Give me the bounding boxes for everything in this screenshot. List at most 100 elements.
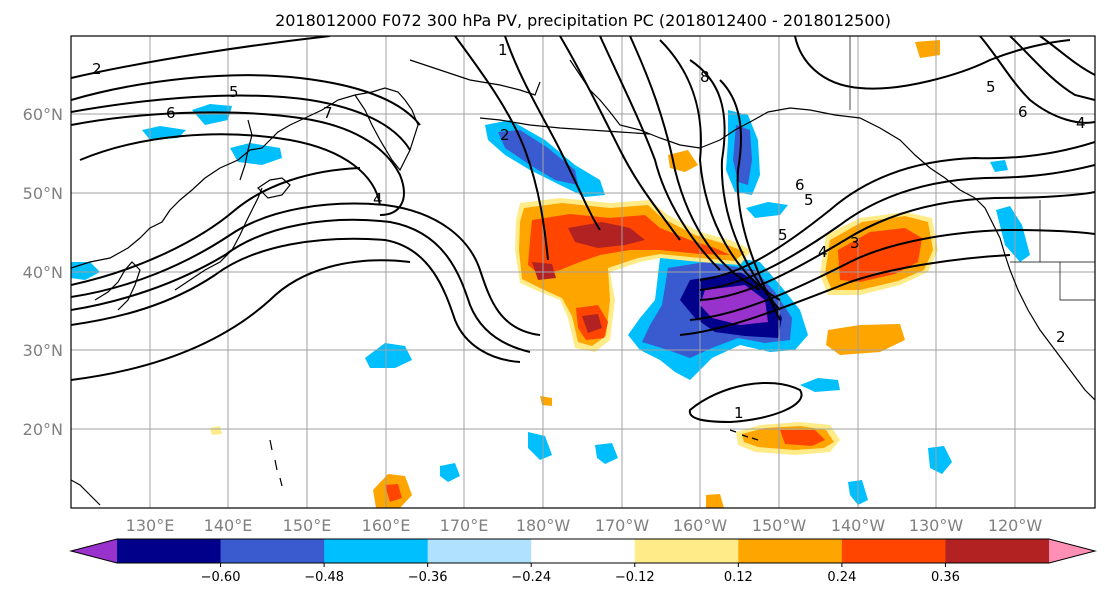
colorbar-swatch	[324, 539, 429, 563]
colorbar-tick-label: −0.36	[408, 570, 448, 585]
neg-region-subtropic-b	[800, 378, 840, 392]
colorbar-swatch	[220, 539, 325, 563]
colorbar-swatch	[634, 539, 739, 563]
neg-region-subtropic-c	[528, 432, 552, 460]
alaska-gulf-coast	[809, 109, 976, 199]
pos-region-aleutian	[668, 150, 698, 172]
lat-label-40n: 40°N	[23, 263, 63, 282]
neg-region-subtropic-f	[440, 463, 460, 482]
colorbar-swatch	[841, 539, 946, 563]
pv-contour	[979, 36, 1095, 124]
contour-label: 4	[373, 190, 383, 208]
sakhalin	[239, 119, 253, 181]
neg-region-subtropic-e	[928, 446, 952, 474]
colorbar: −0.60 −0.48 −0.36 −0.24 −0.12 0.12 0.24 0.36	[69, 538, 1097, 585]
colorbar-extend-low	[71, 539, 117, 563]
lon-label: 140°W	[831, 516, 886, 535]
colorbar-tick-label: 0.36	[931, 570, 960, 585]
contour-label: 4	[818, 243, 828, 261]
colorbar-swatch	[738, 539, 843, 563]
pv-contour	[71, 237, 521, 363]
neg-region-subtropic-d	[595, 443, 618, 464]
pos-region-south-lobe-dark	[582, 314, 602, 333]
lon-label: 150°W	[752, 516, 807, 535]
colorbar-swatch	[427, 539, 532, 563]
pv-contour	[699, 164, 1095, 291]
neg-region-bering-core	[498, 130, 578, 185]
colorbar-tick-label: −0.48	[304, 570, 344, 585]
colorbar-swatch	[945, 539, 1050, 563]
lon-label: 130°W	[909, 516, 964, 535]
lon-label: 170°W	[595, 516, 650, 535]
colorbar-outline	[69, 538, 1097, 564]
pv-contour	[688, 381, 803, 424]
pos-region-dateline-dark-b	[532, 262, 556, 280]
pv-contour	[71, 36, 331, 79]
contour-label: 1	[734, 404, 744, 422]
contour-label: 8	[700, 68, 710, 86]
pv-contour	[71, 202, 541, 336]
contour-label: 5	[986, 78, 996, 96]
mariana-islands	[269, 439, 283, 487]
neg-region-westcoast	[996, 206, 1030, 262]
pv-contour	[71, 259, 411, 381]
contour-label: 2	[1056, 328, 1066, 346]
colorbar-extend-high	[1049, 539, 1095, 563]
contour-label: 6	[1018, 103, 1028, 121]
map-panel: 2 5 6 7 4 1 2 8 6 5 5 4 3 1 5 6 4 2	[70, 35, 1096, 509]
pv-contour	[71, 111, 405, 216]
colorbar-swatch	[531, 539, 636, 563]
pos-region-small-a	[706, 494, 724, 508]
pv-contour	[689, 59, 781, 311]
lon-label: 160°W	[673, 516, 728, 535]
pos-region-dateline-dark	[568, 222, 645, 248]
lon-label: 170°E	[440, 516, 489, 535]
latitude-labels: 60°N 50°N 40°N 30°N 20°N	[23, 105, 63, 439]
pv-contour	[79, 133, 381, 206]
lat-label-20n: 20°N	[23, 420, 63, 439]
colorbar-tick-label: −0.12	[615, 570, 655, 585]
pv-contour	[699, 141, 1095, 281]
neg-region-subtropic-a	[365, 343, 412, 368]
graticule	[71, 36, 1095, 508]
contour-label: 7	[323, 104, 333, 122]
pv-contour	[659, 39, 781, 301]
pos-region-small-c	[210, 426, 222, 435]
contour-label: 2	[92, 60, 102, 78]
alaska-peninsula	[699, 107, 811, 149]
pv-contour	[679, 254, 1011, 336]
pv-contour	[71, 167, 361, 286]
philippines-north	[71, 479, 101, 506]
pv-contour	[504, 36, 601, 231]
pv-contour	[599, 36, 721, 271]
lon-label: 150°E	[283, 516, 332, 535]
pv-contour-labels: 2 5 6 7 4 1 2 8 6 5 5 4 3 1 5 6 4 2	[92, 41, 1086, 422]
contour-label: 5	[229, 83, 239, 101]
pv-contour	[71, 94, 411, 151]
us-west-coast	[1009, 269, 1095, 401]
neg-region-japan	[230, 143, 282, 165]
lon-label: 180°W	[516, 516, 571, 535]
pv-contour	[1009, 36, 1095, 101]
contour-label: 3	[850, 234, 860, 252]
contour-label: 5	[804, 191, 814, 209]
pv-contour	[559, 36, 681, 241]
contour-label: 6	[795, 176, 805, 194]
lat-label-50n: 50°N	[23, 184, 63, 203]
aleutians	[479, 117, 651, 135]
pv-contour	[454, 36, 549, 261]
chukotka-coast	[409, 59, 541, 96]
kamchatka-coast	[354, 94, 419, 172]
lon-label: 140°E	[204, 516, 253, 535]
pv-contour	[629, 36, 761, 291]
pos-region-yukon	[915, 40, 940, 58]
pv-contour	[1039, 36, 1095, 76]
pv-contour	[71, 74, 421, 126]
pos-region-hawaii-red	[780, 430, 825, 446]
contour-label: 4	[1076, 114, 1086, 132]
neg-region-nw-canada	[990, 160, 1008, 172]
us-state-border	[1059, 262, 1095, 301]
pos-region-ne-pacific	[826, 324, 905, 355]
colorbar-tick-label: 0.12	[724, 570, 753, 585]
